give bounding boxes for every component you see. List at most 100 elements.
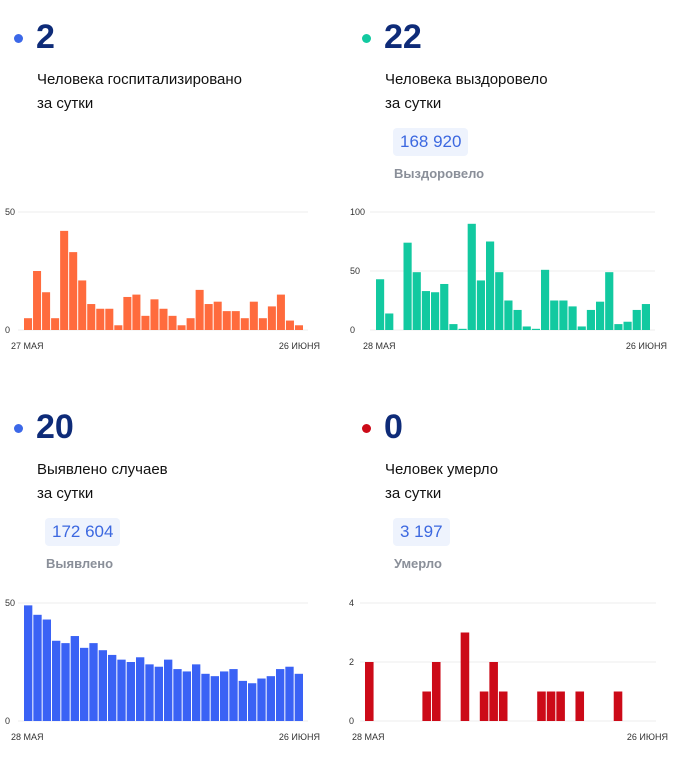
bar: [596, 301, 605, 330]
card-label: Выявлено случаев за сутки: [37, 461, 168, 502]
daily-value: 0: [384, 408, 403, 446]
bar: [422, 691, 431, 721]
bar: [132, 294, 141, 330]
bar: [192, 664, 201, 721]
daily-value: 2: [36, 18, 55, 56]
bar: [623, 321, 632, 330]
bar: [177, 325, 186, 330]
bar: [164, 659, 173, 721]
bar: [513, 309, 522, 330]
bar: [431, 292, 440, 330]
bar: [24, 318, 33, 330]
y-tick-label: 0: [5, 325, 10, 335]
bar: [231, 311, 240, 330]
daily-value: 20: [36, 408, 74, 446]
bar: [210, 676, 219, 721]
bar: [294, 673, 303, 721]
bar: [80, 647, 89, 721]
bar: [541, 269, 550, 330]
bar: [114, 325, 123, 330]
bar: [240, 318, 249, 330]
bar: [52, 640, 61, 721]
bar: [204, 304, 213, 330]
bar: [421, 291, 430, 330]
bar: [614, 324, 623, 330]
bar: [61, 643, 70, 721]
bar: [69, 252, 78, 330]
daily-value: 22: [384, 18, 422, 56]
bar: [575, 691, 585, 721]
bar: [412, 272, 421, 330]
bar: [186, 318, 195, 330]
y-tick-label: 50: [5, 598, 15, 608]
bar: [556, 691, 565, 721]
bar: [51, 318, 60, 330]
bar: [486, 241, 495, 330]
bar: [522, 326, 531, 330]
bar: [577, 326, 586, 330]
x-end-label: 26 ИЮНЯ: [279, 732, 320, 742]
bar: [60, 230, 69, 330]
bar: [229, 669, 238, 721]
bar: [145, 664, 154, 721]
bar: [258, 318, 267, 330]
bar: [33, 271, 42, 330]
bar: [285, 666, 294, 721]
x-end-label: 26 ИЮНЯ: [279, 341, 320, 351]
total-badge: 3 197: [393, 518, 450, 546]
bar: [248, 683, 257, 721]
bar: [24, 605, 33, 721]
bar: [586, 309, 595, 330]
bar: [182, 671, 191, 721]
bar: [276, 669, 285, 721]
bar: [613, 691, 623, 721]
bar: [42, 619, 51, 721]
dot-icon: [14, 34, 23, 43]
bar: [249, 301, 258, 330]
bar: [495, 272, 504, 330]
recovered-card: 22 Человека выздоровело за сутки 168 920 …: [348, 0, 681, 370]
bar: [89, 643, 98, 721]
bar: [440, 283, 449, 330]
bar: [632, 309, 641, 330]
bar: [98, 650, 107, 721]
bar: [87, 304, 96, 330]
y-tick-label: 0: [5, 716, 10, 726]
bar: [123, 296, 132, 330]
bar: [403, 242, 412, 330]
y-tick-label: 4: [349, 598, 354, 608]
bar: [479, 691, 489, 721]
y-tick-label: 50: [350, 266, 360, 276]
bar: [154, 666, 163, 721]
bar: [531, 328, 540, 330]
y-tick-label: 50: [5, 207, 15, 217]
bar: [150, 299, 159, 330]
bar: [267, 306, 276, 330]
bar: [449, 324, 458, 330]
y-tick-label: 0: [349, 716, 354, 726]
dot-icon: [14, 424, 23, 433]
bar: [141, 315, 150, 330]
bar: [467, 223, 476, 330]
bar: [201, 673, 210, 721]
x-start-label: 28 МАЯ: [363, 341, 396, 351]
bar: [431, 662, 441, 721]
x-end-label: 26 ИЮНЯ: [627, 732, 668, 742]
card-label: Человек умерло за сутки: [385, 461, 499, 502]
total-badge: 168 920: [393, 128, 469, 156]
bar: [257, 678, 266, 721]
bar: [173, 669, 182, 721]
bar: [605, 272, 614, 330]
card-label: Человека выздоровело за сутки: [385, 71, 548, 112]
dot-icon: [362, 34, 371, 43]
bar: [220, 671, 229, 721]
bar: [78, 280, 87, 330]
bar: [105, 308, 114, 330]
total-badge: 172 604: [45, 518, 121, 546]
bar: [238, 680, 247, 721]
bar: [641, 304, 650, 330]
y-tick-label: 2: [349, 657, 354, 667]
bar: [489, 662, 498, 721]
bar: [276, 294, 285, 330]
